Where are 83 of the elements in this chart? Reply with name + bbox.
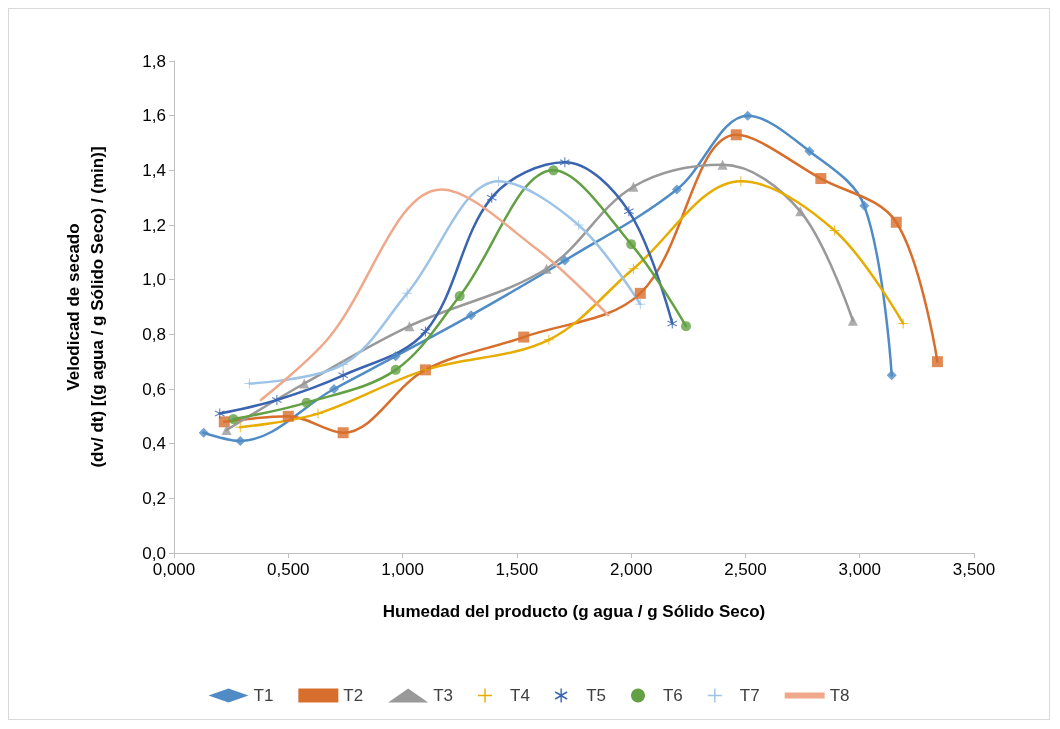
point (623, 206, 634, 217)
point (742, 110, 753, 121)
legend-label: T5 (586, 686, 606, 705)
legend-label: T6 (662, 686, 683, 705)
x-tick-label: 3,500 (952, 560, 996, 579)
y-tick-label: 0,4 (142, 434, 166, 454)
x-tick-label: 2,500 (724, 560, 767, 579)
y-tick-label: 0,6 (142, 379, 166, 399)
legend-label: T1 (253, 686, 274, 705)
point (299, 378, 310, 389)
point (626, 239, 637, 250)
y-tick-label: 0,0 (142, 543, 166, 563)
point (931, 356, 943, 368)
legend-label: T2 (343, 686, 364, 705)
point (559, 255, 570, 266)
x-tick-label: 2,000 (609, 560, 653, 579)
point (329, 384, 339, 394)
point (815, 173, 827, 185)
point (730, 129, 742, 141)
y-tick-label: 0,8 (142, 324, 166, 344)
y-tick-label: 1,8 (142, 51, 166, 71)
point (559, 157, 570, 168)
point (886, 370, 897, 381)
point (390, 351, 401, 362)
legend-label: T4 (510, 686, 530, 705)
point (214, 408, 225, 419)
y-tick-label: 1,4 (142, 160, 166, 180)
point (313, 408, 323, 419)
x-axis-title: Humedad del producto (g agua / g Sólido Seco) (382, 602, 766, 621)
point (454, 291, 465, 302)
point (804, 146, 815, 157)
point (628, 263, 639, 274)
point (235, 422, 246, 433)
legend-label: T3 (433, 686, 454, 705)
point (543, 334, 554, 345)
point (486, 192, 497, 203)
point (493, 176, 504, 187)
x-tick-label: 3,000 (838, 560, 881, 579)
x-tick-label: 0,500 (267, 560, 310, 579)
point (717, 159, 728, 170)
legend-label: T7 (739, 686, 760, 705)
point (635, 299, 646, 310)
point (338, 370, 349, 381)
line-series (259, 188, 610, 402)
point (221, 425, 232, 435)
point (466, 310, 477, 321)
y-tick-label: 0,2 (142, 488, 166, 508)
point (795, 206, 806, 217)
point (634, 287, 646, 299)
point (402, 288, 413, 299)
point (282, 410, 294, 422)
point (198, 427, 209, 438)
point (390, 364, 401, 375)
point (541, 263, 552, 274)
point (518, 331, 530, 343)
legend-label: T8 (829, 686, 850, 705)
point (271, 394, 282, 405)
point (671, 184, 682, 195)
point (681, 321, 691, 332)
point (338, 359, 349, 370)
point (829, 225, 840, 236)
x-tick-label: 1,000 (381, 560, 424, 579)
point (228, 414, 239, 425)
y-axis-title: Velodicad de secado (dv/ dt) [(g agua / g Sólido Seco) / (min)] (63, 146, 107, 468)
point (890, 216, 902, 228)
point (573, 220, 584, 230)
y-tick-label: 1,6 (142, 106, 166, 126)
point (898, 318, 909, 329)
point (735, 176, 746, 187)
point (420, 326, 431, 337)
x-tick-label: 1,500 (495, 560, 539, 579)
point (667, 318, 678, 329)
point (548, 165, 559, 176)
point (628, 181, 639, 192)
point (235, 435, 246, 446)
point (337, 427, 349, 439)
point (859, 200, 870, 211)
point (301, 397, 312, 408)
y-tick-label: 1,0 (142, 270, 166, 290)
x-tick-label: 0,000 (152, 560, 196, 579)
point (404, 321, 415, 332)
point (847, 315, 858, 326)
y-tick-label: 1,2 (142, 215, 166, 235)
